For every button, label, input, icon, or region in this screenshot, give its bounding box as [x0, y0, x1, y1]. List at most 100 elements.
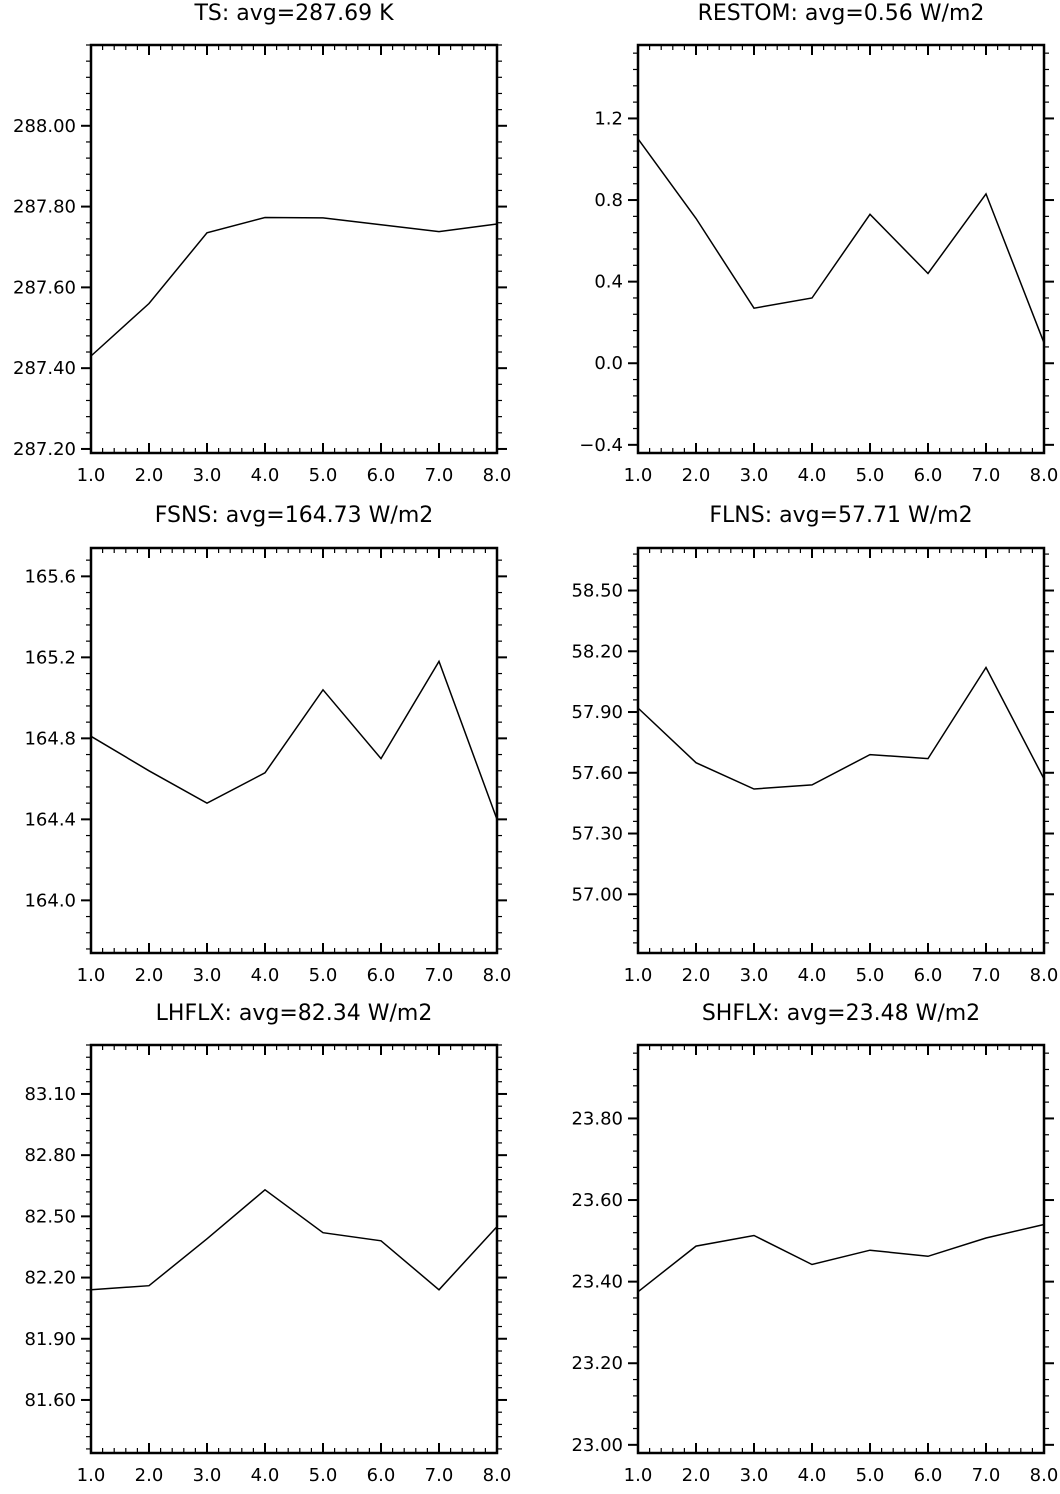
panel-ts-x-tick-label: 5.0 — [309, 465, 338, 486]
panel-restom-x-tick-label: 2.0 — [682, 465, 711, 486]
panel-restom-series-line — [637, 138, 1045, 344]
panel-flns-frame — [636, 546, 1046, 955]
panel-ts-x-tick-label: 6.0 — [367, 465, 396, 486]
panel-restom-y-tick-label: 1.2 — [594, 108, 623, 129]
panel-restom-y-tick-label: 0.4 — [594, 272, 623, 293]
panel-restom-x-tick-label: 5.0 — [856, 465, 885, 486]
panel-lhflx-y-tick-label: 81.60 — [24, 1390, 76, 1411]
panel-lhflx-y-tick-label: 82.20 — [24, 1268, 76, 1289]
panel-flns: FLNS: avg=57.71 W/m2 1.0 2.0 3.0 4.0 5.0 6.0 7… — [571, 503, 1058, 986]
panel-lhflx-x-tick-label: 2.0 — [135, 1465, 164, 1486]
panel-fsns-frame — [89, 546, 499, 955]
panel-shflx-y-tick-label: 23.00 — [571, 1435, 623, 1456]
panel-ts-frame — [89, 43, 499, 455]
panel-shflx-x-tick-label: 4.0 — [798, 1465, 827, 1486]
panel-restom-x-tick-label: 6.0 — [914, 465, 943, 486]
panel-shflx-x-tick-label: 2.0 — [682, 1465, 711, 1486]
panel-shflx-x-tick-label: 6.0 — [914, 1465, 943, 1486]
panel-restom-frame — [636, 43, 1046, 455]
panel-ts-title: TS: avg=287.69 K — [193, 1, 394, 26]
panel-fsns: FSNS: avg=164.73 W/m2 1.0 2.0 3.0 4.0 5.0 6.0… — [24, 503, 511, 986]
panel-flns-series-line — [637, 666, 1045, 790]
panel-ts-y-tick-label: 287.60 — [13, 277, 76, 298]
panel-shflx-x-tick-label: 5.0 — [856, 1465, 885, 1486]
panel-lhflx-x-tick-label: 8.0 — [483, 1465, 512, 1486]
panel-fsns-x-tick-label: 3.0 — [193, 965, 222, 986]
panel-flns-x-tick-label: 2.0 — [682, 965, 711, 986]
panel-fsns-y-tick-label: 165.6 — [24, 566, 76, 587]
panel-lhflx-y-tick-label: 83.10 — [24, 1084, 76, 1105]
panel-restom: RESTOM: avg=0.56 W/m2 1.0 2.0 3.0 4.0 5.0 6.0… — [579, 1, 1058, 486]
panel-flns-x-tick-label: 4.0 — [798, 965, 827, 986]
panel-fsns-y-tick-label: 164.0 — [24, 890, 76, 911]
panel-shflx-x-tick-label: 8.0 — [1030, 1465, 1059, 1486]
panel-ts-series-line — [90, 216, 498, 357]
panel-flns-y-tick-label: 57.60 — [571, 763, 623, 784]
panel-ts-y-tick-label: 287.20 — [13, 439, 76, 460]
panel-flns-x-tick-label: 8.0 — [1030, 965, 1059, 986]
panel-shflx-x-tick-label: 7.0 — [972, 1465, 1001, 1486]
panel-flns-x-tick-label: 7.0 — [972, 965, 1001, 986]
panel-flns-x-tick-label: 6.0 — [914, 965, 943, 986]
panel-fsns-y-tick-label: 164.8 — [24, 728, 76, 749]
panel-shflx-y-tick-label: 23.40 — [571, 1272, 623, 1293]
panel-ts-x-tick-label: 2.0 — [135, 465, 164, 486]
panel-lhflx-frame — [89, 1043, 499, 1455]
panel-flns-y-tick-label: 57.90 — [571, 702, 623, 723]
panel-restom-x-tick-label: 4.0 — [798, 465, 827, 486]
panel-flns-title: FLNS: avg=57.71 W/m2 — [709, 503, 972, 528]
panel-restom-y-tick-label: 0.8 — [594, 190, 623, 211]
panel-flns-x-tick-label: 5.0 — [856, 965, 885, 986]
panel-restom-x-tick-label: 1.0 — [624, 465, 653, 486]
panel-shflx-series-line — [637, 1223, 1045, 1293]
panel-restom-y-tick-label: 0.0 — [594, 353, 623, 374]
panel-lhflx-y-tick-label: 81.90 — [24, 1329, 76, 1350]
panel-lhflx-x-tick-label: 3.0 — [193, 1465, 222, 1486]
panel-shflx-y-tick-label: 23.60 — [571, 1190, 623, 1211]
panel-shflx-title: SHFLX: avg=23.48 W/m2 — [702, 1001, 980, 1026]
panel-shflx-y-tick-label: 23.20 — [571, 1353, 623, 1374]
panel-flns-x-tick-label: 1.0 — [624, 965, 653, 986]
panel-fsns-series-line — [90, 659, 498, 820]
panel-fsns-x-tick-label: 2.0 — [135, 965, 164, 986]
panel-lhflx-title: LHFLX: avg=82.34 W/m2 — [156, 1001, 433, 1026]
panel-flns-y-tick-label: 58.50 — [571, 581, 623, 602]
panel-flns-y-tick-label: 57.30 — [571, 824, 623, 845]
panel-lhflx-x-tick-label: 7.0 — [425, 1465, 454, 1486]
panel-fsns-x-tick-label: 7.0 — [425, 965, 454, 986]
panel-lhflx-x-tick-label: 6.0 — [367, 1465, 396, 1486]
panel-restom-x-tick-label: 8.0 — [1030, 465, 1059, 486]
panel-ts-x-tick-label: 7.0 — [425, 465, 454, 486]
panel-restom-x-tick-label: 3.0 — [740, 465, 769, 486]
panel-fsns-x-tick-label: 1.0 — [77, 965, 106, 986]
panel-shflx: SHFLX: avg=23.48 W/m2 1.0 2.0 3.0 4.0 5.0 6.0… — [571, 1001, 1058, 1486]
panel-shflx-x-tick-label: 3.0 — [740, 1465, 769, 1486]
panel-flns-y-tick-label: 58.20 — [571, 641, 623, 662]
panel-flns-y-tick-label: 57.00 — [571, 884, 623, 905]
panel-shflx-frame — [636, 1043, 1046, 1455]
panel-lhflx-series-line — [90, 1188, 498, 1291]
panel-ts-y-tick-label: 287.80 — [13, 197, 76, 218]
panel-fsns-x-tick-label: 4.0 — [251, 965, 280, 986]
panel-ts-y-tick-label: 288.00 — [13, 116, 76, 137]
panel-restom-title: RESTOM: avg=0.56 W/m2 — [698, 1, 985, 26]
panel-fsns-y-tick-label: 164.4 — [24, 809, 76, 830]
panel-lhflx-y-tick-label: 82.80 — [24, 1145, 76, 1166]
panel-ts-x-tick-label: 8.0 — [483, 465, 512, 486]
panel-ts: TS: avg=287.69 K 1.0 2.0 3.0 4.0 5.0 6.0 7.0 8.… — [13, 1, 511, 486]
panel-ts-x-tick-label: 3.0 — [193, 465, 222, 486]
panel-fsns-y-tick-label: 165.2 — [24, 647, 76, 668]
panel-restom-x-tick-label: 7.0 — [972, 465, 1001, 486]
panel-restom-y-tick-label: −0.4 — [579, 435, 623, 456]
panel-lhflx-x-tick-label: 5.0 — [309, 1465, 338, 1486]
panel-fsns-x-tick-label: 5.0 — [309, 965, 338, 986]
panel-shflx-x-tick-label: 1.0 — [624, 1465, 653, 1486]
panel-lhflx: LHFLX: avg=82.34 W/m2 1.0 2.0 3.0 4.0 5.0 6.0… — [24, 1001, 511, 1486]
panel-shflx-y-tick-label: 23.80 — [571, 1108, 623, 1129]
panel-ts-x-tick-label: 1.0 — [77, 465, 106, 486]
panel-fsns-x-tick-label: 6.0 — [367, 965, 396, 986]
panel-fsns-title: FSNS: avg=164.73 W/m2 — [155, 503, 434, 528]
panel-ts-y-tick-label: 287.40 — [13, 358, 76, 379]
panel-fsns-x-tick-label: 8.0 — [483, 965, 512, 986]
